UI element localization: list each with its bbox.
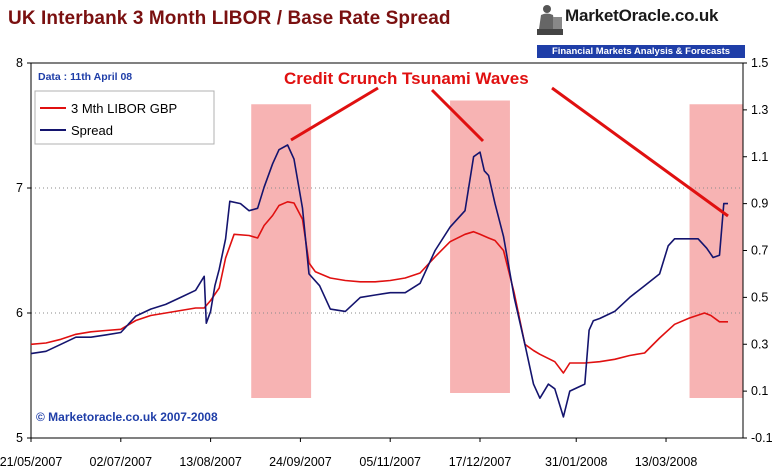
right-tick-label-5: 0.9	[751, 197, 768, 211]
right-tick-label-0: -0.1	[751, 431, 773, 445]
x-tick-label-6: 31/01/2008	[545, 455, 608, 469]
series-lines	[30, 144, 728, 418]
right-tick-label-1: 0.1	[751, 384, 768, 398]
annotation-text: Credit Crunch Tsunami Waves	[284, 69, 529, 88]
x-tick-label-5: 17/12/2007	[449, 455, 512, 469]
logo-tagline: Financial Markets Analysis & Forecasts	[537, 45, 745, 58]
right-tick-label-3: 0.5	[751, 290, 768, 304]
legend-label-spread: Spread	[71, 123, 113, 138]
right-axis-ticks: -0.1 0.1 0.3 0.5 0.7 0.9 1.1 1.3 1.5	[743, 56, 773, 445]
left-tick-label-0: 5	[16, 431, 23, 445]
x-tick-label-3: 24/09/2007	[269, 455, 332, 469]
legend: 3 Mth LIBOR GBP Spread	[34, 90, 215, 145]
left-axis-ticks: 5 6 7 8	[16, 56, 31, 445]
legend-box	[34, 90, 215, 145]
copyright-note: © Marketoracle.co.uk 2007-2008	[36, 410, 218, 424]
annotation-arrow-1	[430, 88, 485, 143]
annotation-arrow-2	[551, 86, 729, 218]
annotation-arrow-0	[290, 86, 379, 142]
libor-series-line	[30, 201, 728, 374]
x-tick-label-2: 13/08/2007	[179, 455, 242, 469]
shaded-period-2	[689, 104, 743, 398]
oracle-figure-icon	[537, 5, 563, 35]
logo-name: MarketOracle.co.uk	[565, 6, 719, 25]
left-tick-label-2: 7	[16, 181, 23, 195]
x-tick-label-1: 02/07/2007	[90, 455, 153, 469]
right-tick-label-6: 1.1	[751, 150, 768, 164]
x-tick-label-7: 13/03/2008	[635, 455, 698, 469]
legend-label-libor: 3 Mth LIBOR GBP	[71, 101, 177, 116]
annotation-arrows	[290, 86, 729, 218]
right-tick-label-7: 1.3	[751, 103, 768, 117]
right-tick-label-4: 0.7	[751, 244, 768, 258]
shaded-periods	[251, 100, 743, 398]
chart-title: UK Interbank 3 Month LIBOR / Base Rate S…	[8, 8, 451, 29]
x-tick-label-0: 21/05/2007	[0, 455, 62, 469]
x-axis-ticks: 21/05/2007 02/07/2007 13/08/2007 24/09/2007…	[0, 438, 697, 469]
site-logo[interactable]: MarketOracle.co.uk Financial Markets Ana…	[533, 1, 745, 59]
gridlines	[31, 187, 743, 314]
left-tick-label-1: 6	[16, 306, 23, 320]
shaded-period-0	[251, 104, 312, 398]
date-note: Data : 11th April 08	[38, 71, 132, 83]
right-tick-label-2: 0.3	[751, 337, 768, 351]
spread-series-line	[30, 144, 728, 418]
x-tick-label-4: 05/11/2007	[359, 455, 421, 469]
right-tick-label-8: 1.5	[751, 56, 768, 70]
left-tick-label-3: 8	[16, 56, 23, 70]
